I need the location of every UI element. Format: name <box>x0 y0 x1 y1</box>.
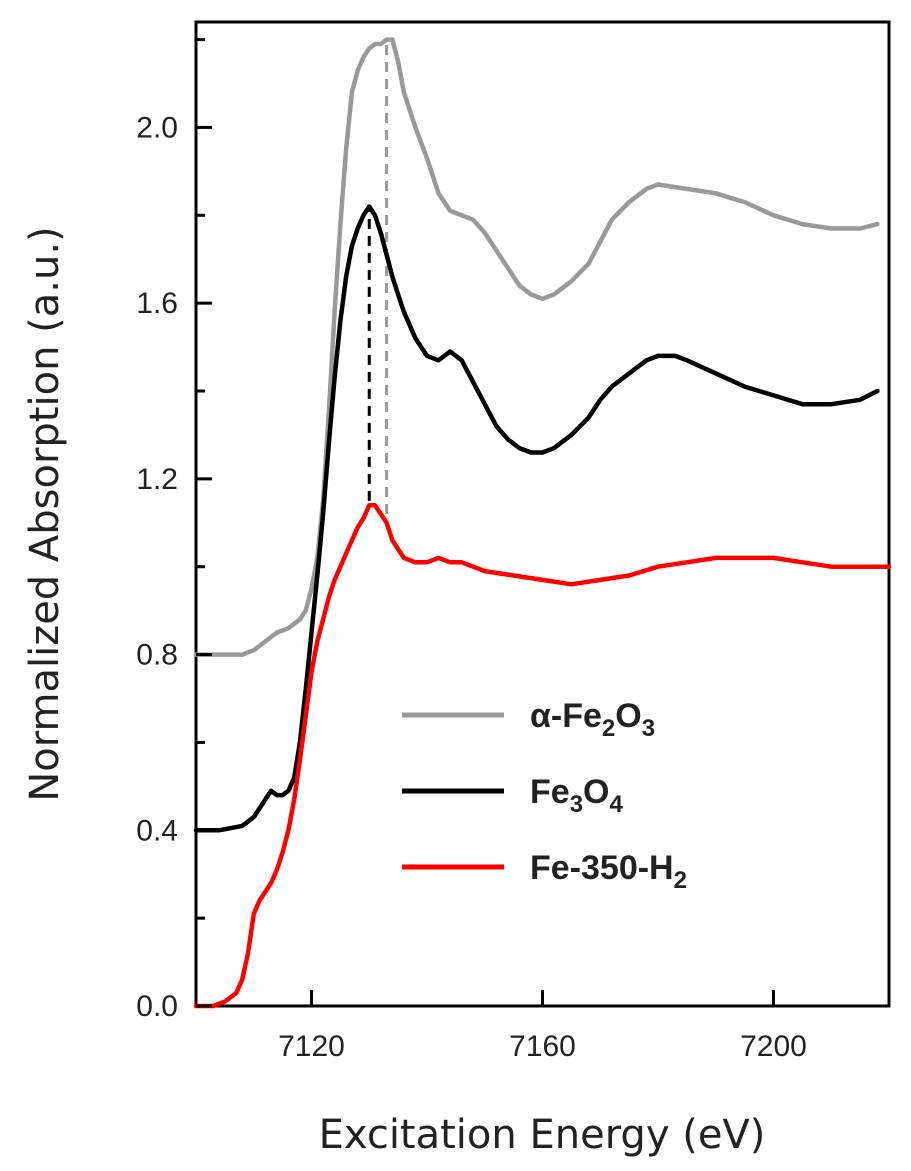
legend-text-part: α-Fe <box>530 697 602 735</box>
series-line-0 <box>193 37 880 657</box>
y-tick-label: 0.0 <box>136 990 178 1023</box>
legend-text-part: Fe-350-H <box>530 849 674 887</box>
x-axis: 7120 7160 7200 <box>278 990 807 1063</box>
series-line-1 <box>193 204 880 833</box>
y-tick-label: 1.2 <box>136 463 178 496</box>
series-line-2 <box>193 502 892 1009</box>
x-tick-label: 7200 <box>740 1030 807 1063</box>
legend-text-part: O <box>615 697 641 735</box>
legend-text-part: 4 <box>610 791 624 818</box>
x-tick-label: 7160 <box>509 1030 576 1063</box>
reference-lines <box>367 39 389 514</box>
series-layer <box>193 37 892 1009</box>
x-tick-label: 7120 <box>278 1030 345 1063</box>
legend-text-part: 2 <box>674 867 687 894</box>
legend-text-part: O <box>583 773 609 811</box>
y-tick-label: 0.8 <box>136 639 178 672</box>
y-tick-label: 0.4 <box>136 814 178 847</box>
y-tick-label: 2.0 <box>136 111 178 144</box>
y-tick-label: 1.6 <box>136 287 178 320</box>
y-axis-title: Normalized Absorption (a.u.) <box>22 226 68 801</box>
x-axis-title: Excitation Energy (eV) <box>319 1112 766 1158</box>
legend-text-part: 3 <box>570 791 583 818</box>
legend-text-part: 2 <box>602 715 615 742</box>
y-axis: 0.0 0.4 0.8 1.2 1.6 2.0 <box>136 38 212 1023</box>
legend-text-part: 3 <box>642 715 655 742</box>
legend-label-1: Fe3O4 <box>530 773 624 818</box>
legend-label-2: Fe-350-H2 <box>530 849 687 894</box>
legend-text-part: Fe <box>530 773 570 811</box>
legend-label-0: α-Fe2O3 <box>530 697 655 742</box>
